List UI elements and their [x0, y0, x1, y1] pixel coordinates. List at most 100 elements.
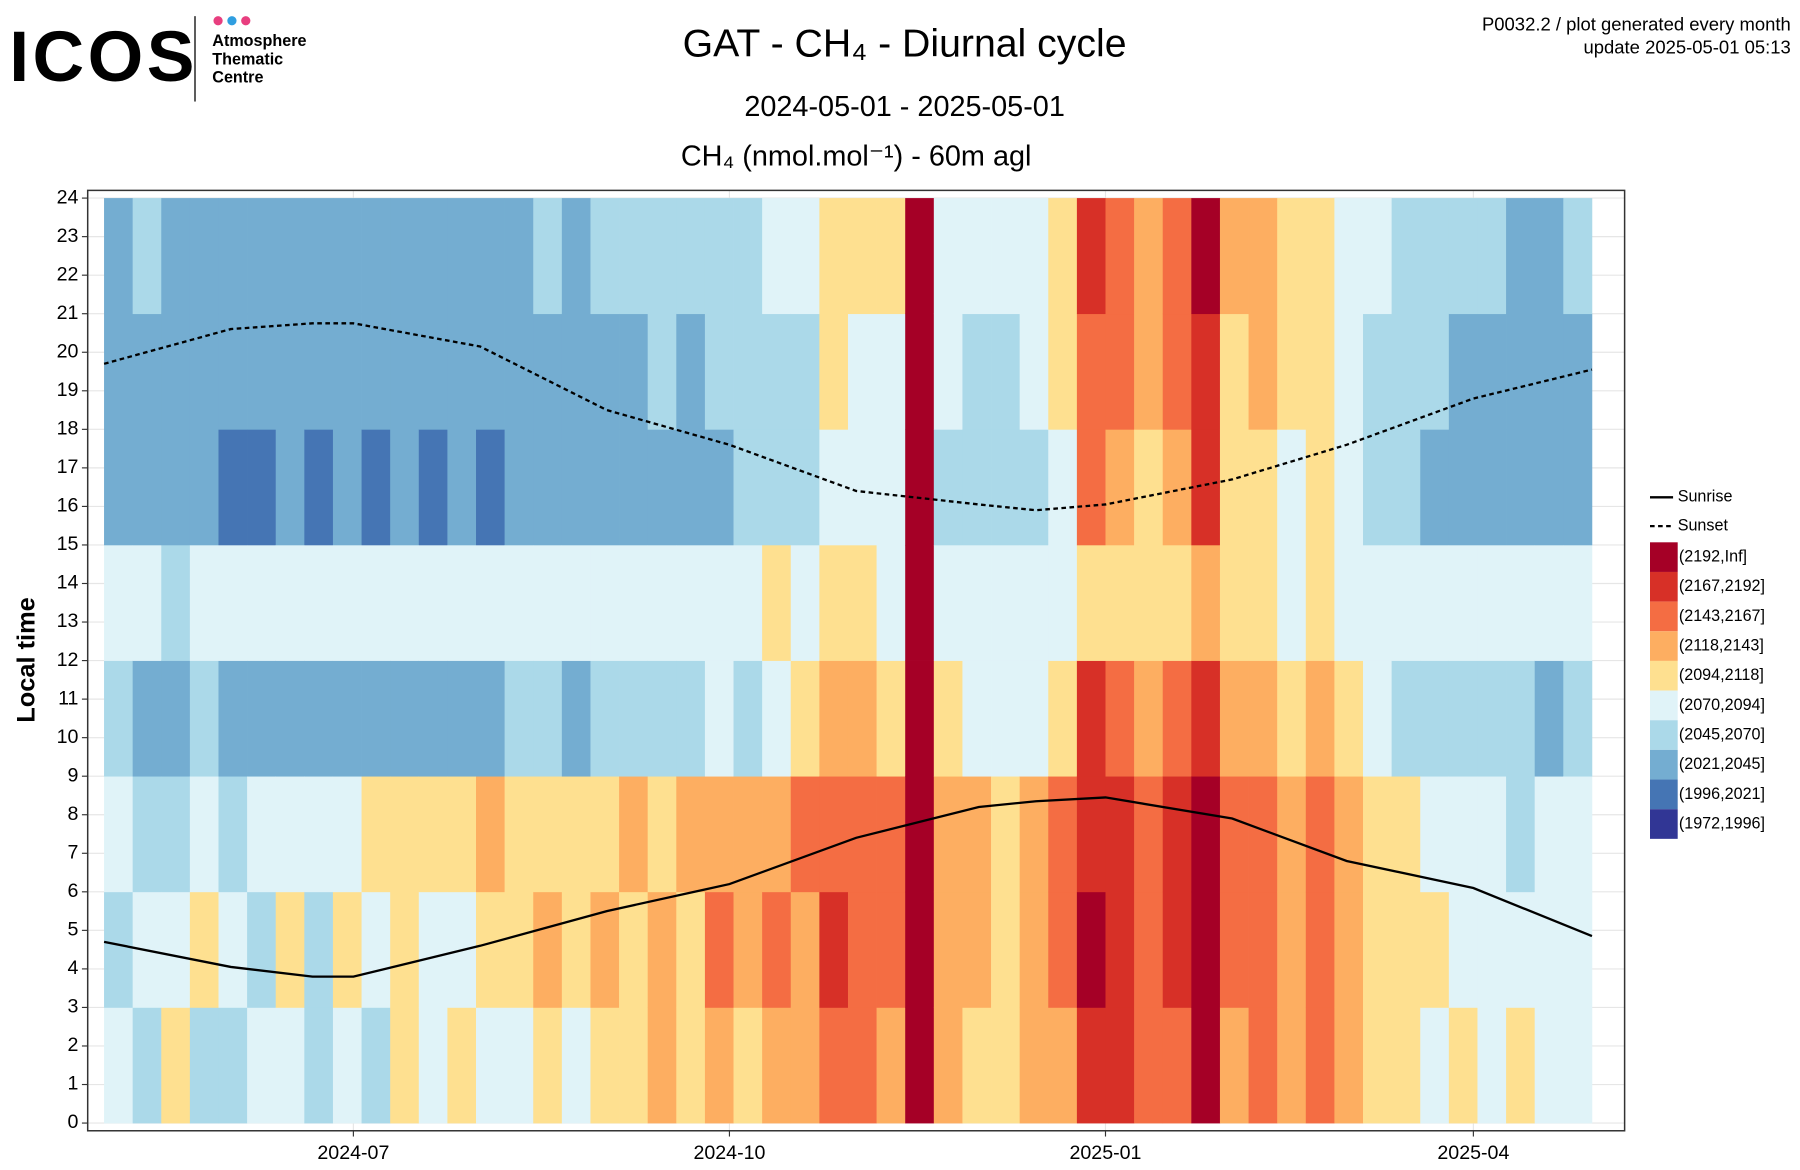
heat-cell [1191, 429, 1221, 546]
heat-cell [476, 429, 505, 546]
heat-cell [1363, 660, 1392, 777]
heat-cell [1506, 313, 1536, 430]
heat-cell [847, 1007, 877, 1124]
heat-cell [733, 1007, 763, 1124]
heat-cell [390, 429, 420, 546]
heat-cell [504, 429, 534, 546]
heat-cell [1391, 660, 1421, 777]
heat-cell [1363, 544, 1392, 661]
heat-cell [1506, 891, 1536, 1008]
legend-label: (2021,2045] [1679, 755, 1765, 773]
logo: ICOS Atmosphere Thematic Centre [9, 16, 307, 102]
heat-cell [1219, 429, 1249, 546]
heat-cell [1506, 1007, 1536, 1124]
heat-cell [476, 1007, 505, 1124]
heat-cell [1219, 313, 1249, 430]
heat-cell [189, 660, 219, 777]
heat-cell [104, 544, 134, 661]
legend-label: (2094,2118] [1679, 666, 1764, 684]
heat-cell [619, 429, 649, 546]
heat-cell [247, 198, 277, 315]
y-tick-label: 20 [57, 340, 79, 362]
heat-cell [218, 660, 248, 777]
heat-cell [1162, 776, 1192, 893]
heat-cell [819, 429, 849, 546]
heat-cell [1019, 1007, 1049, 1124]
heat-cell [1076, 429, 1106, 546]
legend-label: (2192,Inf] [1679, 548, 1747, 566]
heat-cell [762, 544, 792, 661]
y-tick-label: 19 [57, 379, 79, 401]
heat-cell [1277, 1007, 1307, 1124]
heat-cell [1277, 891, 1307, 1008]
heat-cell [504, 544, 534, 661]
heat-cell [1019, 891, 1049, 1008]
heat-cell [275, 313, 305, 430]
heat-cell [476, 313, 505, 430]
heat-cell [876, 1007, 906, 1124]
heat-cell [1191, 660, 1221, 777]
logo-line: Atmosphere [212, 32, 306, 50]
heat-cell [161, 198, 191, 315]
y-tick-label: 4 [68, 957, 79, 979]
heat-cell [218, 429, 248, 546]
heat-cell [247, 544, 277, 661]
heat-cell [247, 313, 277, 430]
y-tick-label: 2 [68, 1034, 79, 1056]
heat-cell [1305, 776, 1335, 893]
heat-cell [447, 429, 477, 546]
heat-cell [876, 198, 906, 315]
heat-cell [447, 776, 477, 893]
heat-cell [161, 891, 191, 1008]
heat-cell [933, 198, 963, 315]
y-tick-label: 11 [58, 687, 78, 709]
y-tick-label: 24 [57, 186, 79, 208]
heat-cell [332, 891, 362, 1008]
heat-cell [1134, 544, 1164, 661]
heat-cell [619, 198, 649, 315]
heat-cell [762, 1007, 792, 1124]
heat-cell [1563, 660, 1593, 777]
heat-cell [104, 313, 134, 430]
logo-line: Centre [212, 69, 263, 87]
heat-cell [1134, 891, 1164, 1008]
heat-cell [418, 1007, 448, 1124]
heat-cell [1019, 198, 1049, 315]
heat-cell [1534, 1007, 1564, 1124]
heat-cell [790, 891, 820, 1008]
heat-cell [189, 544, 219, 661]
heat-cell [361, 313, 391, 430]
heat-cell [1277, 198, 1307, 315]
heat-cell [304, 198, 334, 315]
heat-cell [304, 776, 334, 893]
legend-swatch [1650, 809, 1678, 839]
heat-cell [590, 660, 620, 777]
heat-cell [1506, 776, 1536, 893]
heat-cell [1391, 313, 1421, 430]
heat-cell [676, 660, 706, 777]
heat-cell [1563, 544, 1593, 661]
y-axis-label: Local time [12, 597, 40, 723]
heat-cell [790, 660, 820, 777]
heat-cell [647, 544, 677, 661]
heat-cell [189, 891, 219, 1008]
heat-cell [704, 429, 734, 546]
heat-cell [676, 198, 706, 315]
heat-cell [876, 429, 906, 546]
heat-cell [1477, 891, 1507, 1008]
y-tick-label: 9 [68, 764, 79, 786]
x-tick-label: 2025-04 [1437, 1142, 1509, 1164]
heat-cell [962, 1007, 992, 1124]
heat-cell [1076, 198, 1106, 315]
heat-cell [1448, 1007, 1478, 1124]
plot: 0123456789101112131415161718192021222324… [57, 186, 1765, 1164]
heat-cell [933, 660, 963, 777]
heat-cell [533, 198, 563, 315]
heat-cell [361, 891, 391, 1008]
heat-cell [561, 429, 591, 546]
heat-cell [447, 544, 477, 661]
heat-cell [676, 891, 706, 1008]
heat-cell [1420, 544, 1450, 661]
heat-cell [1448, 429, 1478, 546]
heat-cell [1334, 1007, 1364, 1124]
